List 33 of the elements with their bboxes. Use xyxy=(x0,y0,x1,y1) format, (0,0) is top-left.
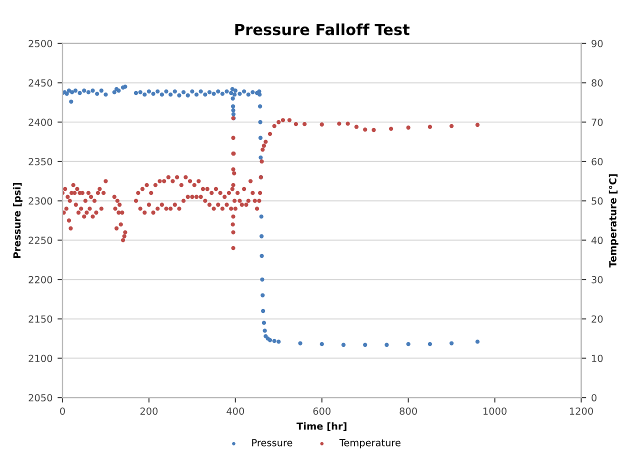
x-tick-label: 0 xyxy=(60,407,65,415)
x-axis-title: Time [hr] xyxy=(296,422,346,431)
y2-tick-label: 20 xyxy=(592,315,603,323)
legend-label: Pressure xyxy=(252,439,292,446)
y2-axis-title: Temperature [°C] xyxy=(608,174,618,268)
y2-tick-label: 80 xyxy=(592,79,603,87)
y-tick-label: 2150 xyxy=(28,315,52,323)
y-tick-label: 2400 xyxy=(28,118,52,126)
y2-tick-label: 60 xyxy=(592,158,603,166)
chart-title: Pressure Falloff Test xyxy=(235,23,410,36)
y2-tick-label: 70 xyxy=(592,118,603,126)
y2-tick-label: 10 xyxy=(592,354,603,362)
y-tick-label: 2250 xyxy=(28,236,52,244)
x-tick-label: 200 xyxy=(140,407,158,415)
x-tick-label: 800 xyxy=(400,407,417,415)
y-tick-label: 2300 xyxy=(28,197,52,205)
y2-tick-label: 40 xyxy=(591,236,603,244)
y-axis-title: Pressure [psi] xyxy=(13,182,22,258)
y-tick-label: 2200 xyxy=(28,276,52,284)
y2-tick-label: 30 xyxy=(592,276,603,284)
legend-label: Temperature xyxy=(339,439,400,448)
y-tick-label: 2100 xyxy=(28,354,52,362)
y2-tick-label: 0 xyxy=(592,394,597,402)
y-tick-label: 2500 xyxy=(28,40,52,48)
y-tick-label: 2050 xyxy=(28,394,52,402)
y-tick-label: 2350 xyxy=(28,158,52,166)
x-tick-label: 1000 xyxy=(483,407,507,415)
x-tick-label: 600 xyxy=(313,407,331,415)
x-tick-label: 400 xyxy=(226,407,244,415)
y2-tick-label: 50 xyxy=(592,197,603,205)
y2-tick-label: 90 xyxy=(592,40,603,48)
x-tick-label: 1200 xyxy=(570,407,593,415)
y-tick-label: 2450 xyxy=(28,79,52,87)
